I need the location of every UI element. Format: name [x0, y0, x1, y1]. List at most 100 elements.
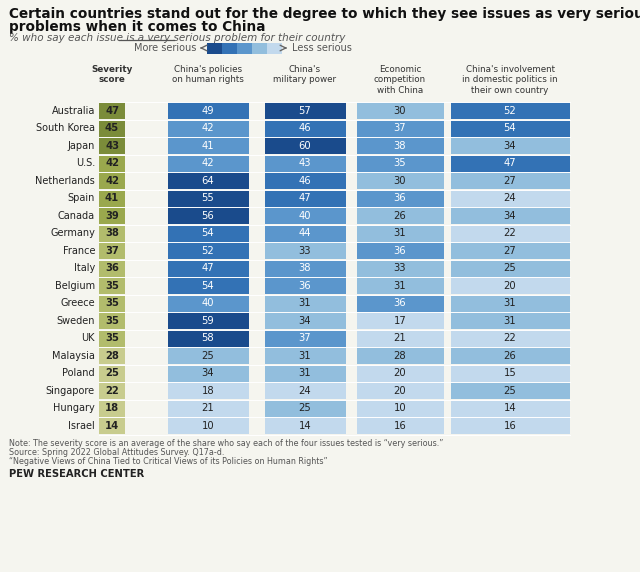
- Text: 42: 42: [105, 158, 119, 168]
- Bar: [99, 365, 125, 382]
- Text: 41: 41: [105, 193, 119, 203]
- Bar: [99, 155, 125, 172]
- Text: 52: 52: [202, 246, 214, 256]
- Text: France: France: [63, 246, 95, 256]
- Text: 34: 34: [504, 210, 516, 221]
- Text: 40: 40: [202, 298, 214, 308]
- Text: 37: 37: [394, 123, 406, 133]
- Bar: [99, 418, 125, 434]
- Bar: [99, 120, 125, 137]
- Bar: [207, 42, 222, 54]
- Text: 25: 25: [299, 403, 312, 413]
- Bar: [356, 120, 444, 137]
- Text: 25: 25: [504, 263, 516, 273]
- Bar: [356, 277, 444, 294]
- Text: Belgium: Belgium: [55, 281, 95, 291]
- Bar: [99, 207, 125, 224]
- Bar: [99, 190, 125, 206]
- Text: 37: 37: [299, 333, 311, 343]
- Text: Singapore: Singapore: [46, 386, 95, 396]
- Bar: [264, 312, 346, 329]
- Text: 28: 28: [394, 351, 406, 361]
- Bar: [267, 42, 282, 54]
- Text: 34: 34: [202, 368, 214, 378]
- Text: 64: 64: [202, 176, 214, 186]
- Bar: [451, 207, 570, 224]
- Bar: [356, 243, 444, 259]
- Bar: [356, 260, 444, 277]
- Text: Spain: Spain: [68, 193, 95, 203]
- Bar: [356, 207, 444, 224]
- Text: 58: 58: [202, 333, 214, 343]
- Text: 25: 25: [202, 351, 214, 361]
- Text: U.S.: U.S.: [76, 158, 95, 168]
- Text: 26: 26: [504, 351, 516, 361]
- Text: 36: 36: [105, 263, 119, 273]
- Text: Germany: Germany: [50, 228, 95, 239]
- Bar: [168, 155, 248, 172]
- Bar: [168, 225, 248, 242]
- Bar: [99, 243, 125, 259]
- Bar: [356, 172, 444, 189]
- Text: 10: 10: [394, 403, 406, 413]
- Bar: [99, 295, 125, 312]
- Text: 20: 20: [504, 281, 516, 291]
- Text: % who say each issue is a very serious problem for their country: % who say each issue is a very serious p…: [9, 33, 346, 43]
- Text: 27: 27: [504, 246, 516, 256]
- Text: 14: 14: [504, 403, 516, 413]
- Bar: [356, 330, 444, 347]
- Text: 31: 31: [394, 281, 406, 291]
- Text: 60: 60: [299, 141, 311, 151]
- Text: 46: 46: [299, 176, 311, 186]
- Text: Hungary: Hungary: [53, 403, 95, 413]
- Text: 47: 47: [202, 263, 214, 273]
- Text: China's
military power: China's military power: [273, 65, 337, 85]
- Text: 54: 54: [202, 281, 214, 291]
- Text: Canada: Canada: [58, 210, 95, 221]
- Text: 52: 52: [504, 106, 516, 116]
- Text: 20: 20: [394, 386, 406, 396]
- Text: PEW RESEARCH CENTER: PEW RESEARCH CENTER: [9, 469, 144, 479]
- Bar: [356, 347, 444, 364]
- Text: 17: 17: [394, 316, 406, 325]
- Text: 55: 55: [202, 193, 214, 203]
- Bar: [264, 330, 346, 347]
- Text: 35: 35: [105, 316, 119, 325]
- Bar: [222, 42, 237, 54]
- Bar: [264, 225, 346, 242]
- Text: 56: 56: [202, 210, 214, 221]
- Text: Malaysia: Malaysia: [52, 351, 95, 361]
- Text: More serious: More serious: [134, 43, 196, 53]
- Bar: [264, 277, 346, 294]
- Text: 43: 43: [105, 141, 119, 151]
- Text: 27: 27: [504, 176, 516, 186]
- Bar: [356, 312, 444, 329]
- Bar: [451, 295, 570, 312]
- Text: China's involvement
in domestic politics in
their own country: China's involvement in domestic politics…: [462, 65, 558, 95]
- Bar: [99, 330, 125, 347]
- Bar: [168, 295, 248, 312]
- Text: 45: 45: [105, 123, 119, 133]
- Text: 39: 39: [105, 210, 119, 221]
- Bar: [451, 365, 570, 382]
- Bar: [168, 418, 248, 434]
- Text: 20: 20: [394, 368, 406, 378]
- Bar: [451, 418, 570, 434]
- Bar: [99, 347, 125, 364]
- Text: Note: The severity score is an average of the share who say each of the four iss: Note: The severity score is an average o…: [9, 439, 444, 448]
- Text: 35: 35: [105, 333, 119, 343]
- Text: 36: 36: [394, 298, 406, 308]
- Bar: [168, 400, 248, 416]
- Bar: [451, 382, 570, 399]
- Text: 21: 21: [394, 333, 406, 343]
- Bar: [252, 42, 267, 54]
- Text: 14: 14: [299, 421, 311, 431]
- Text: 47: 47: [299, 193, 311, 203]
- Text: UK: UK: [81, 333, 95, 343]
- Text: Greece: Greece: [60, 298, 95, 308]
- Text: South Korea: South Korea: [36, 123, 95, 133]
- Bar: [99, 260, 125, 277]
- Bar: [99, 400, 125, 416]
- Text: 33: 33: [394, 263, 406, 273]
- Bar: [356, 365, 444, 382]
